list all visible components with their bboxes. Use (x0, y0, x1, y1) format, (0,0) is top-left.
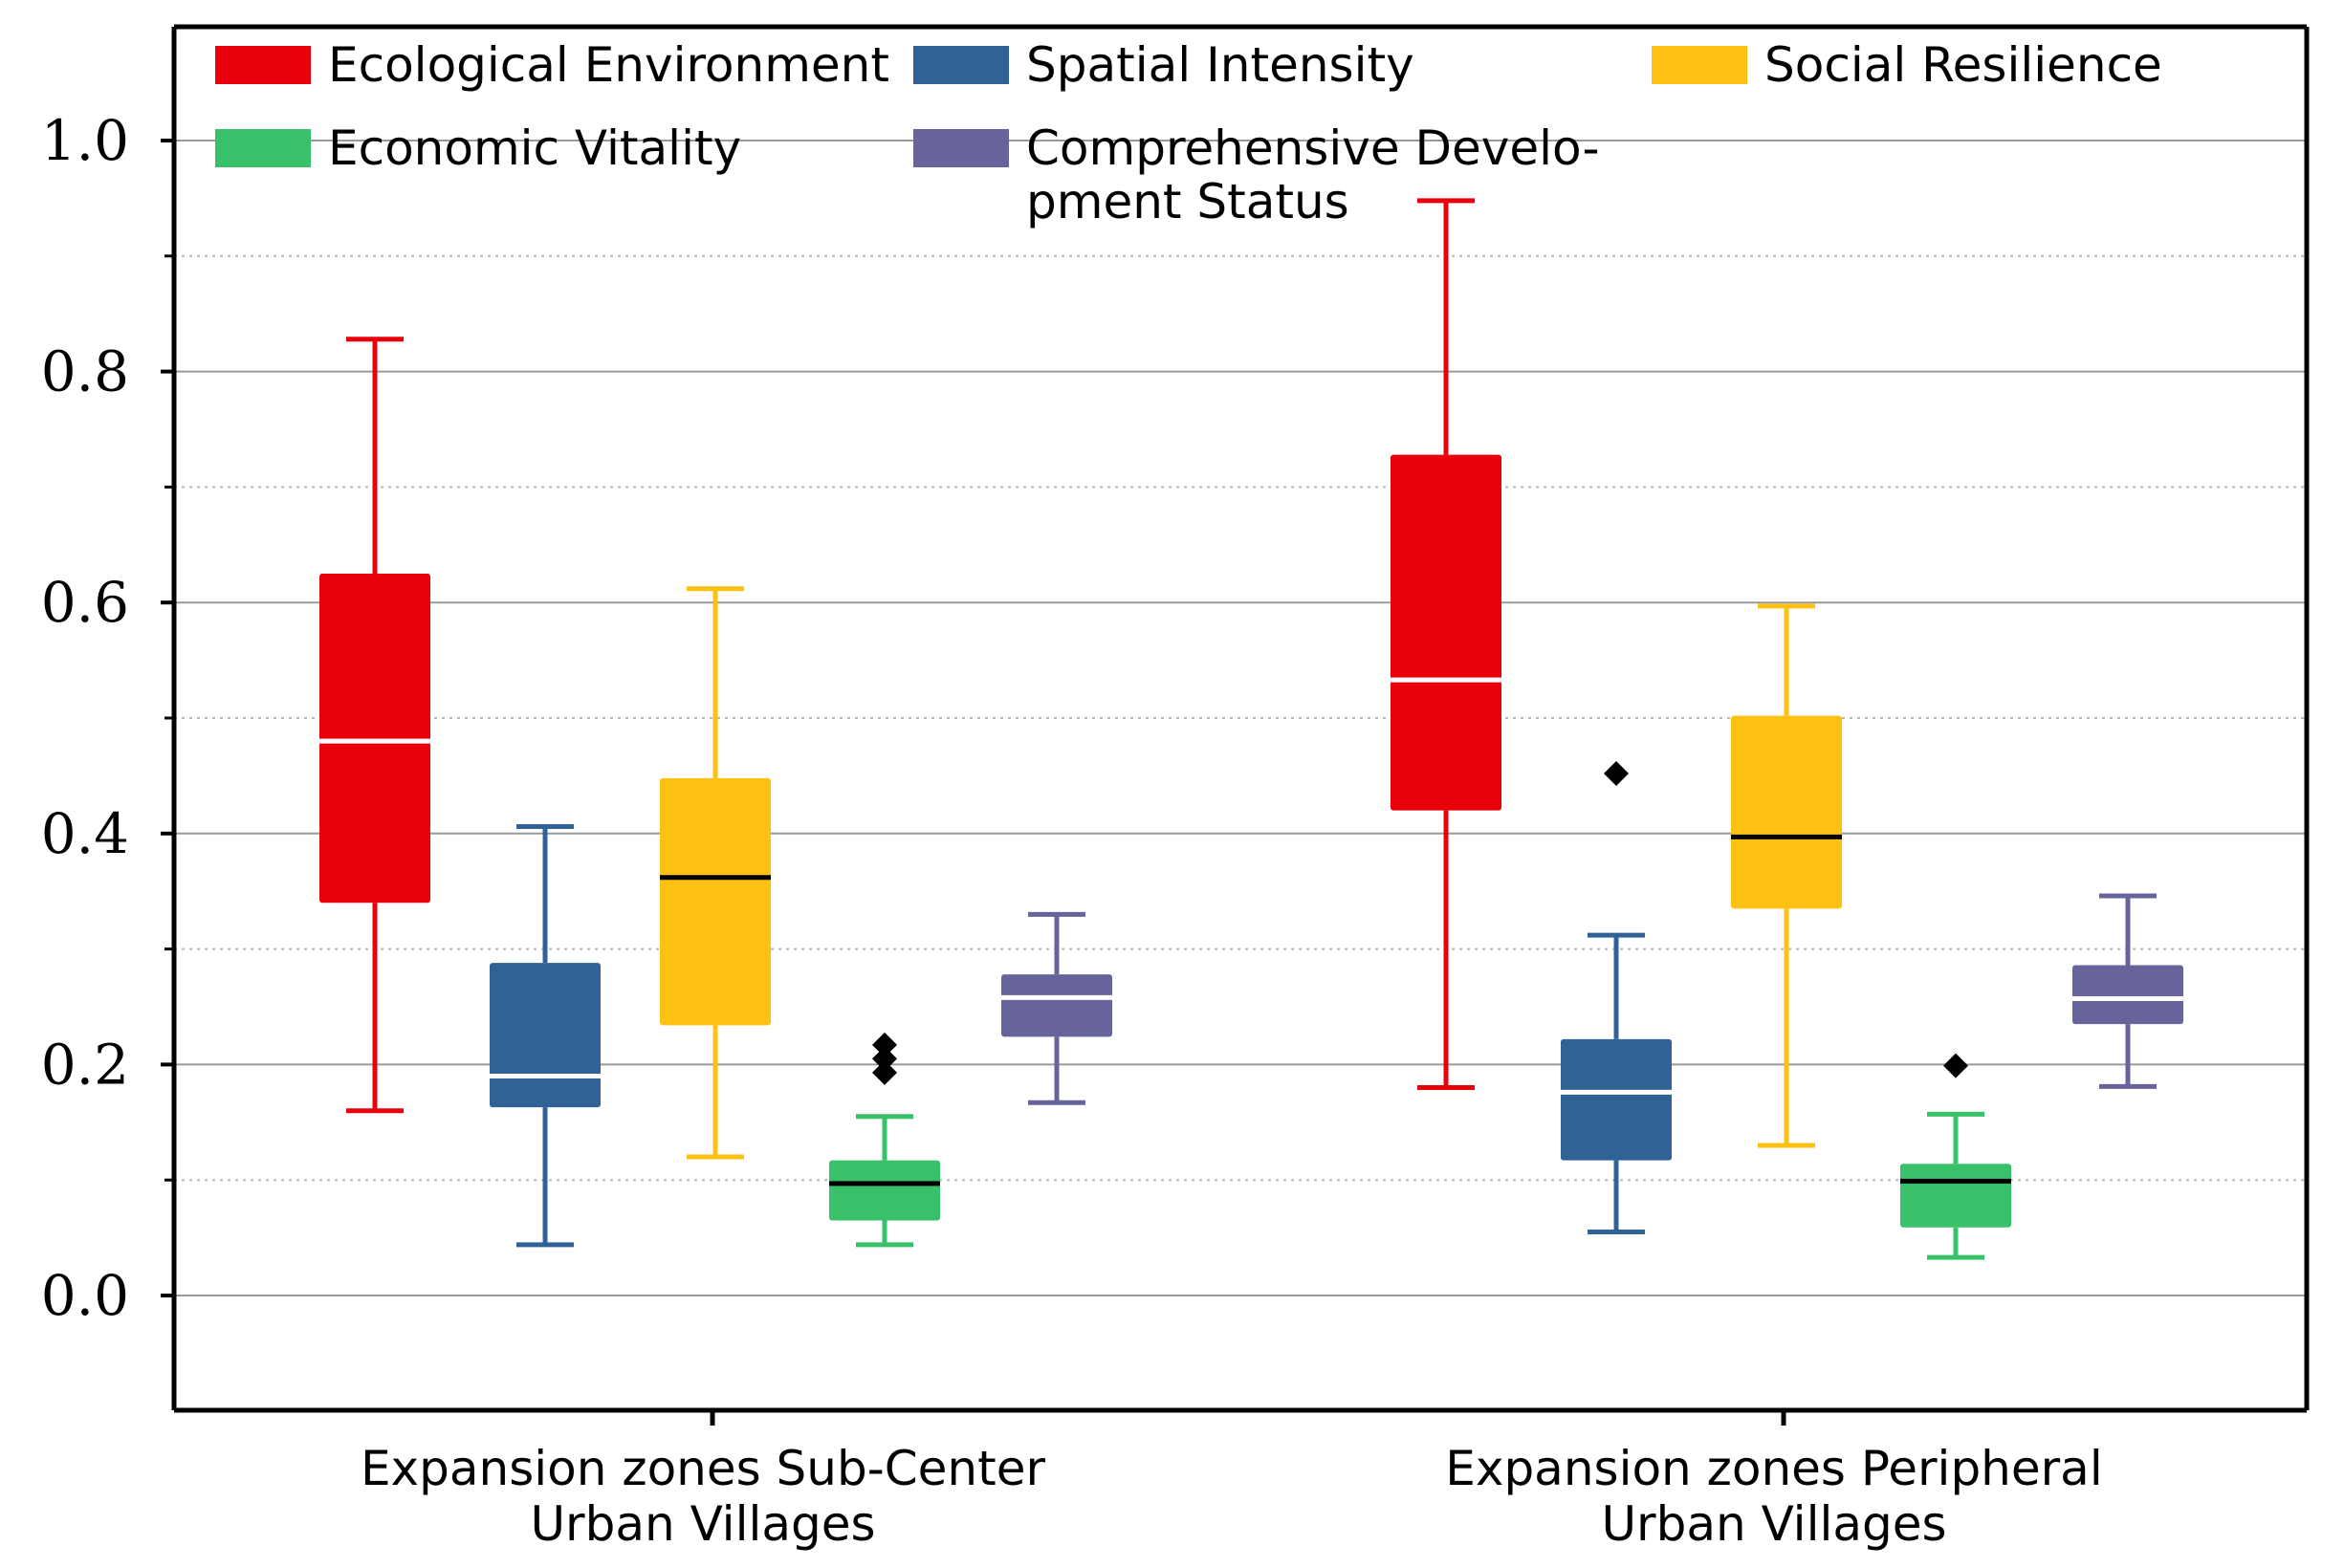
iqr-box (2072, 965, 2183, 1025)
y-tick-label: 0.6 (41, 570, 129, 635)
legend-label: Ecological Environment (328, 37, 889, 93)
iqr-box (1001, 974, 1112, 1037)
legend-swatch (1652, 46, 1747, 84)
iqr-box (1731, 715, 1842, 909)
legend-label: Comprehensive Develo- (1026, 120, 1600, 176)
y-tick-label: 0.8 (41, 339, 129, 404)
iqr-box (1900, 1164, 2011, 1228)
legend-label: Economic Vitality (328, 120, 741, 176)
y-tick-label: 1.0 (41, 108, 129, 173)
legend-entry: Ecological Environment (215, 37, 889, 93)
x-tick-label: Expansion zones Peripheral (1445, 1441, 2102, 1496)
legend-entry: Social Resilience (1652, 37, 2162, 93)
iqr-box (829, 1160, 940, 1221)
outlier-point (872, 1032, 897, 1057)
y-tick-label: 0.4 (41, 801, 129, 866)
legend-swatch (215, 46, 311, 84)
outlier-point (1604, 760, 1629, 786)
iqr-box (490, 963, 601, 1108)
iqr-box (1561, 1038, 1672, 1161)
grid-layer (174, 140, 2307, 1296)
iqr-box (660, 777, 771, 1026)
axis-layer: 0.0 0.2 0.4 0.6 0.8 1.0 Expansion zones Sub-Ce… (41, 24, 2310, 1552)
y-tick-label: 0.0 (41, 1263, 129, 1328)
outlier-point (1943, 1053, 1968, 1078)
x-tick-label: Expansion zones Sub-Center (361, 1441, 1046, 1496)
legend-entry: Spatial Intensity (913, 37, 1414, 93)
legend-swatch (215, 129, 311, 167)
iqr-box (319, 574, 430, 904)
legend: Ecological Environment Spatial Intensity S… (215, 37, 2162, 229)
x-tick-label: Urban Villages (530, 1496, 875, 1552)
iqr-box (1391, 454, 1501, 811)
y-tick-label: 0.2 (41, 1032, 129, 1097)
legend-label: Spatial Intensity (1026, 37, 1414, 93)
legend-swatch (913, 46, 1009, 84)
legend-entry: Comprehensive Develo-pment Status (913, 120, 1600, 229)
outlier-point (872, 1059, 897, 1085)
legend-swatch (913, 129, 1009, 167)
legend-label: Social Resilience (1764, 37, 2162, 93)
legend-entry: Economic Vitality (215, 120, 741, 176)
x-tick-label: Urban Villages (1601, 1496, 1946, 1552)
legend-label: pment Status (1026, 174, 1349, 229)
box-layer (319, 198, 2183, 1260)
outlier-point (872, 1046, 897, 1072)
